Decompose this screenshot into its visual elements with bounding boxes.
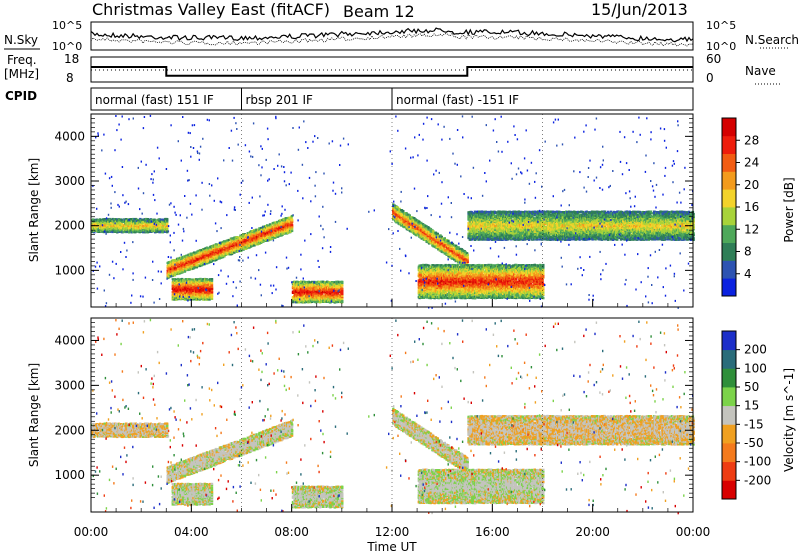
power-cell bbox=[341, 288, 343, 290]
noise-left-tick-high: 10^5 bbox=[52, 19, 82, 32]
power-cell bbox=[104, 218, 106, 220]
power-cell bbox=[467, 254, 469, 256]
power-cell bbox=[211, 278, 213, 280]
power-cell bbox=[322, 295, 324, 297]
power-cell bbox=[341, 281, 343, 283]
nave-tick-low: 0 bbox=[706, 71, 714, 85]
power-cell bbox=[437, 233, 439, 235]
cpid-segment-label: normal (fast) 151 IF bbox=[95, 93, 214, 107]
cpid-segment-label: normal (fast) -151 IF bbox=[396, 93, 519, 107]
power-cell bbox=[291, 224, 293, 226]
power-cell bbox=[196, 253, 198, 255]
noise-sky-trace bbox=[91, 28, 693, 42]
noise-right-tick-high: 10^5 bbox=[706, 19, 736, 32]
freq-label-line1: Freq. bbox=[7, 53, 37, 67]
noise-panel: N.Sky 10^5 10^0 10^5 10^0 N.Search bbox=[4, 19, 799, 53]
power-cell bbox=[106, 231, 108, 233]
power-cell bbox=[142, 225, 144, 227]
power-cell bbox=[211, 282, 213, 284]
frequency-trace bbox=[91, 67, 693, 76]
cpid-segment-label: rbsp 201 IF bbox=[246, 93, 313, 107]
noise-left-label: N.Sky bbox=[4, 33, 38, 47]
radar-summary-plot: Christmas Valley East (fitACF) Beam 12 1… bbox=[0, 0, 800, 554]
noise-search-trace bbox=[91, 33, 693, 46]
power-cell bbox=[341, 300, 343, 302]
noise-right-label: N.Search bbox=[745, 33, 799, 47]
nave-label: Nave bbox=[745, 64, 776, 78]
date-label: 15/Jun/2013 bbox=[591, 0, 688, 19]
power-cell bbox=[211, 298, 213, 300]
freq-tick-low: 8 bbox=[66, 71, 74, 85]
power-cell bbox=[402, 210, 404, 212]
power-cell bbox=[291, 230, 293, 232]
power-cell bbox=[467, 256, 469, 258]
power-cell bbox=[467, 260, 469, 262]
plot-title: Christmas Valley East (fitACF) bbox=[92, 0, 330, 19]
cpid-panel: CPID normal (fast) 151 IF rbsp 201 IF norm… bbox=[5, 88, 693, 110]
nave-tick-high: 60 bbox=[706, 52, 721, 66]
power-cell bbox=[160, 219, 162, 221]
power-cell bbox=[291, 228, 293, 230]
power-cell bbox=[447, 240, 449, 242]
freq-tick-high: 18 bbox=[64, 52, 79, 66]
freq-panel: Freq. [MHz] 18 8 60 0 Nave bbox=[4, 52, 780, 85]
beam-label: Beam 12 bbox=[343, 2, 415, 21]
power-cell bbox=[211, 286, 213, 288]
power-cell bbox=[166, 218, 168, 220]
power-cell bbox=[318, 281, 320, 283]
power-cell bbox=[341, 285, 343, 287]
power-cell bbox=[211, 284, 213, 286]
power-cell bbox=[309, 281, 311, 283]
freq-label-line2: [MHz] bbox=[4, 67, 39, 81]
cpid-label: CPID bbox=[5, 89, 37, 103]
power-cell bbox=[291, 219, 293, 221]
power-cell bbox=[166, 222, 168, 224]
